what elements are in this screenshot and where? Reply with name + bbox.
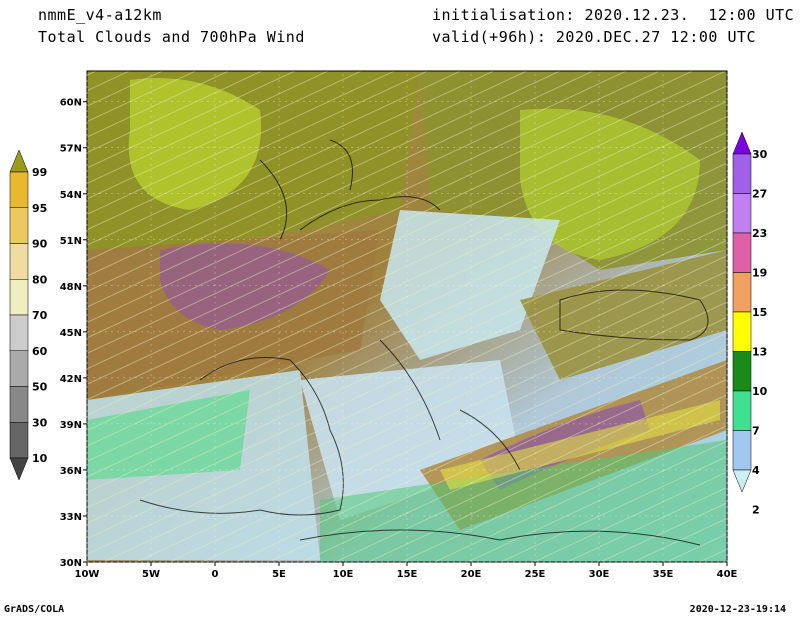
colorbar-swatch [9, 207, 29, 244]
colorbar-label: 7 [752, 425, 760, 438]
colorbar-label: 99 [32, 166, 47, 179]
colorbar-swatch [732, 153, 752, 194]
colorbar-label: 30 [752, 148, 768, 161]
colorbar-swatch [9, 279, 29, 316]
lon-tick-label: 10W [75, 569, 100, 580]
colorbar-label: 4 [752, 464, 760, 477]
colorbar-swatch [9, 243, 29, 280]
colorbar-swatch [732, 193, 752, 234]
colorbar-label: 23 [752, 227, 767, 240]
colorbar-label: 13 [752, 346, 767, 359]
colorbar-bottom-arrow [732, 469, 752, 493]
colorbar-label: 50 [32, 381, 48, 394]
colorbar-label: 10 [752, 385, 768, 398]
lat-tick-label: 33N [60, 512, 82, 523]
colorbar-swatch [732, 390, 752, 431]
axis-tick-marks [83, 71, 728, 566]
lon-tick-label: 25E [525, 569, 546, 580]
colorbar-swatch [9, 171, 29, 208]
lon-tick-label: 20E [461, 569, 482, 580]
grads-credit: GrADS/COLA [4, 604, 65, 615]
colorbar-label: 90 [32, 238, 48, 251]
lon-tick-label: 30E [589, 569, 610, 580]
lat-tick-label: 36N [60, 466, 82, 477]
colorbar-swatch [732, 311, 752, 352]
colorbar-label: 30 [32, 416, 48, 429]
lat-tick-label: 57N [60, 144, 82, 155]
clouds-colorbar: 99 95 90 80 70 60 50 30 10 [9, 149, 48, 481]
colorbar-swatch [732, 272, 752, 313]
colorbar-swatch [732, 430, 752, 471]
wind-colorbar: 30 27 23 19 15 13 10 7 4 2 [732, 131, 768, 517]
longitude-tick-labels: 10W 5W 0 5E 10E 15E 20E 25E 30E 35E 40E [75, 569, 738, 580]
colorbar-label: 60 [32, 345, 48, 358]
colorbar-swatch [9, 386, 29, 423]
colorbar-top-arrow [732, 131, 752, 155]
lat-tick-label: 51N [60, 236, 82, 247]
lat-tick-label: 42N [60, 374, 82, 385]
colorbar-label: 27 [752, 188, 767, 201]
colorbar-top-arrow [9, 149, 29, 173]
lon-tick-label: 0 [212, 569, 219, 580]
colorbar-label: 80 [32, 273, 48, 286]
initialisation-time: initialisation: 2020.12.23. 12:00 UTC [432, 6, 795, 24]
lon-tick-label: 5W [142, 569, 160, 580]
colorbar-label: 2 [752, 504, 760, 517]
colorbar-label: 19 [752, 267, 767, 280]
generation-timestamp: 2020-12-23-19:14 [689, 604, 786, 615]
lon-tick-label: 35E [653, 569, 674, 580]
lat-tick-label: 30N [60, 558, 82, 569]
colorbar-label: 95 [32, 202, 47, 215]
lon-tick-label: 10E [333, 569, 354, 580]
product-title: Total Clouds and 700hPa Wind [38, 28, 305, 46]
valid-time: valid(+96h): 2020.DEC.27 12:00 UTC [432, 28, 757, 46]
lat-tick-label: 39N [60, 420, 82, 431]
colorbar-swatch [9, 422, 29, 459]
colorbar-label: 70 [32, 309, 48, 322]
colorbar-swatch [732, 351, 752, 392]
colorbar-bottom-arrow [9, 457, 29, 481]
model-title: nmmE_v4-a12km [38, 6, 162, 24]
lon-tick-label: 5E [272, 569, 286, 580]
lat-tick-label: 54N [60, 190, 82, 201]
colorbar-swatch [732, 232, 752, 273]
lon-tick-label: 40E [717, 569, 738, 580]
colorbar-swatch [9, 314, 29, 351]
colorbar-swatch [9, 350, 29, 387]
lon-tick-label: 15E [397, 569, 418, 580]
lat-tick-label: 45N [60, 328, 82, 339]
lat-tick-label: 60N [60, 98, 82, 109]
colorbar-label: 15 [752, 306, 767, 319]
latitude-tick-labels: 30N 33N 36N 39N 42N 45N 48N 51N 54N 57N 60N [60, 98, 82, 569]
colorbar-label: 10 [32, 452, 48, 465]
lat-tick-label: 48N [60, 282, 82, 293]
